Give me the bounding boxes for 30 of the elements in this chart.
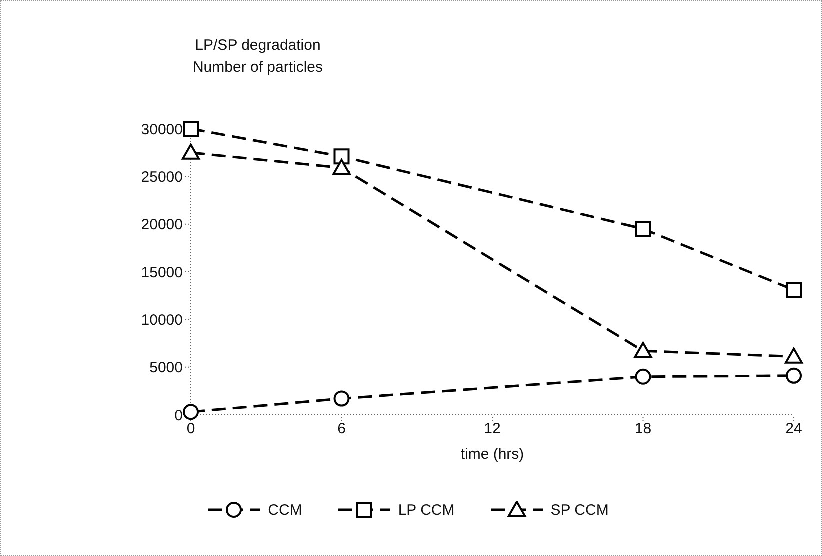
point [635,221,652,238]
point [786,282,802,298]
y-tick-label: 0 [174,407,183,424]
point [182,144,200,160]
point [785,348,803,364]
legend-label: CCM [268,502,302,518]
y-tick-label: 5000 [150,360,183,377]
x-tick-label: 0 [186,420,196,438]
point [634,342,652,358]
point [332,159,351,176]
x-axis-title: time (hrs) [460,446,524,463]
point [183,404,199,420]
y-tick-label: 20000 [141,216,183,234]
point [334,390,350,407]
x-tick-label: 18 [634,420,652,438]
y-tick-label: 25000 [141,168,183,186]
x-tick-label: 6 [338,420,346,438]
x-tick-label: 12 [484,420,501,438]
y-tick-label: 15000 [141,264,183,282]
x-tick-label: 24 [786,420,802,438]
point [334,148,350,165]
y-tick-label: 30000 [141,121,183,138]
y-tick-label: 10000 [141,312,183,329]
point [786,368,802,384]
chart-subtitle: Number of particles [192,58,324,78]
point [635,368,652,385]
legend-label: SP CCM [550,502,609,518]
chart-title: LP/SP degradation [194,36,322,56]
point [183,121,199,137]
legend-label: LP CCM [398,502,455,518]
